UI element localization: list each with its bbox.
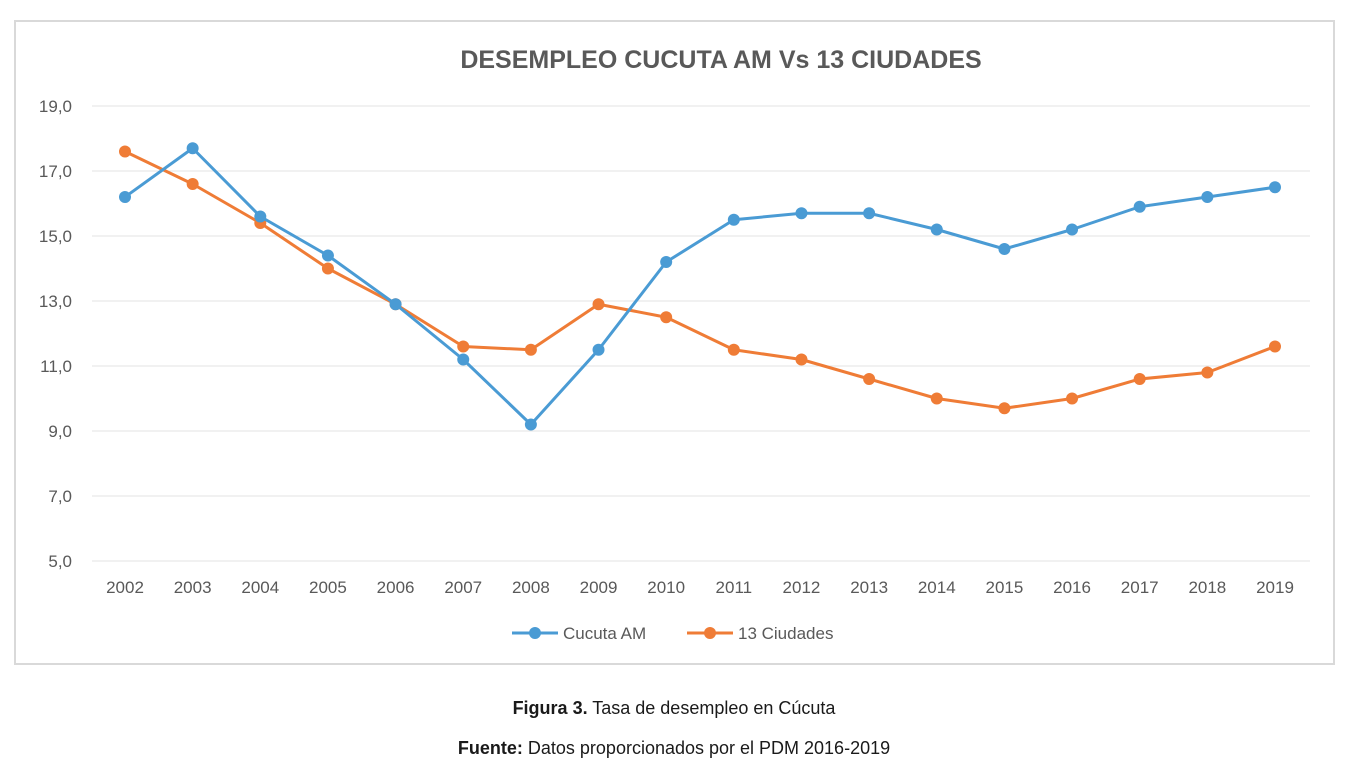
chart-title: DESEMPLEO CUCUTA AM Vs 13 CIUDADES [460, 46, 981, 74]
source-caption: Fuente: Datos proporcionados por el PDM … [0, 738, 1348, 759]
series-line-13-ciudades [124, 150, 1276, 410]
data-point-cucuta-am [186, 142, 199, 155]
data-point-cucuta-am [1133, 200, 1146, 213]
data-point-13-ciudades [660, 311, 673, 324]
data-point-cucuta-am [727, 213, 740, 226]
data-point-13-ciudades [998, 402, 1011, 415]
y-tick-label: 7,0 [48, 487, 72, 506]
figure-text: Tasa de desempleo en Cúcuta [587, 698, 836, 718]
line-chart: DESEMPLEO CUCUTA AM Vs 13 CIUDADES 5,0 7,0… [39, 46, 1310, 643]
x-tick-label: 2004 [241, 578, 279, 597]
x-tick-label: 2008 [512, 578, 550, 597]
chart-frame [14, 20, 1335, 665]
data-point-cucuta-am [254, 210, 267, 223]
x-tick-label: 2003 [174, 578, 212, 597]
source-text: Datos proporcionados por el PDM 2016-201… [522, 738, 891, 758]
y-tick-label: 15,0 [39, 227, 72, 246]
figure-caption: Figura 3. Tasa de desempleo en Cúcuta [0, 698, 1348, 719]
data-point-cucuta-am [795, 207, 808, 220]
y-tick-label: 17,0 [39, 162, 72, 181]
x-tick-label: 2002 [106, 578, 144, 597]
data-point-cucuta-am [389, 298, 402, 311]
x-tick-label: 2010 [647, 578, 685, 597]
data-point-cucuta-am [592, 343, 605, 356]
data-point-13-ciudades [1066, 392, 1079, 405]
data-point-cucuta-am [1269, 181, 1281, 194]
data-point-cucuta-am [457, 353, 470, 366]
data-point-cucuta-am [321, 249, 334, 262]
x-tick-label: 2012 [783, 578, 821, 597]
data-point-cucuta-am [863, 207, 876, 220]
data-point-cucuta-am [1201, 191, 1214, 203]
x-tick-label: 2011 [716, 578, 753, 597]
y-tick-label: 9,0 [48, 422, 72, 441]
legend-marker-13-ciudades [704, 627, 716, 639]
data-point-13-ciudades [321, 262, 334, 275]
data-point-cucuta-am [660, 256, 673, 268]
x-tick-label: 2006 [377, 578, 415, 597]
x-tick-label: 2009 [580, 578, 618, 597]
data-point-cucuta-am [1066, 223, 1079, 236]
y-tick-label: 13,0 [39, 292, 72, 311]
data-point-13-ciudades [1201, 366, 1214, 379]
x-tick-label: 2007 [444, 578, 482, 597]
x-tick-label: 2016 [1053, 578, 1091, 597]
x-tick-label: 2005 [309, 578, 347, 597]
series-line-cucuta-am [124, 146, 1276, 426]
legend-label-cucuta-am: Cucuta AM [563, 624, 646, 643]
data-point-cucuta-am [998, 243, 1011, 255]
data-point-13-ciudades [524, 343, 537, 356]
data-point-13-ciudades [930, 392, 943, 405]
data-point-13-ciudades [186, 178, 199, 190]
data-point-13-ciudades [457, 340, 470, 353]
x-tick-label: 2013 [850, 578, 888, 597]
data-point-cucuta-am [930, 223, 943, 236]
data-point-cucuta-am [119, 191, 131, 203]
y-tick-label: 19,0 [39, 97, 72, 116]
legend-marker-cucuta-am [529, 627, 541, 639]
data-point-13-ciudades [727, 343, 740, 356]
y-tick-label: 11,0 [40, 357, 72, 376]
x-tick-label: 2014 [918, 578, 956, 597]
figure-label: Figura 3. [512, 698, 588, 718]
legend-label-13-ciudades: 13 Ciudades [738, 624, 833, 643]
data-point-13-ciudades [795, 353, 808, 366]
x-tick-label: 2015 [985, 578, 1023, 597]
data-point-13-ciudades [592, 298, 605, 311]
data-point-13-ciudades [1133, 373, 1146, 385]
data-point-cucuta-am [524, 418, 537, 431]
x-tick-label: 2017 [1121, 578, 1159, 597]
source-label: Fuente: [457, 738, 523, 758]
y-tick-label: 5,0 [48, 552, 72, 571]
x-tick-label: 2018 [1188, 578, 1226, 597]
data-point-13-ciudades [1269, 340, 1281, 353]
data-point-13-ciudades [119, 145, 131, 158]
x-tick-label: 2019 [1256, 578, 1294, 597]
data-point-13-ciudades [863, 373, 876, 385]
